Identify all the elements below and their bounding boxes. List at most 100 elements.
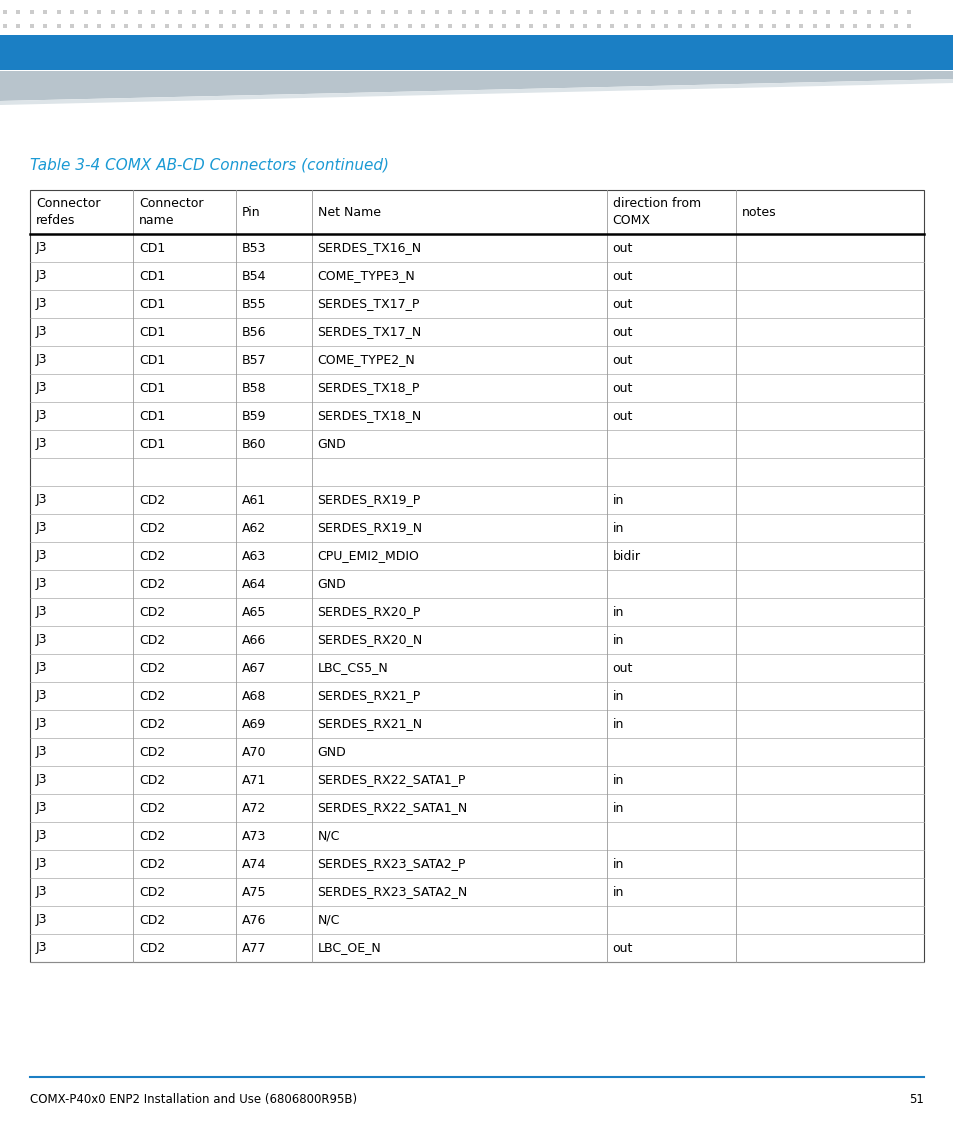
Text: LBC_OE_N: LBC_OE_N [317,941,381,955]
Text: LBC_CS5_N: LBC_CS5_N [317,662,388,674]
Text: A74: A74 [241,858,266,870]
Text: J3: J3 [36,325,48,339]
Text: J3: J3 [36,242,48,254]
Text: COME_TYPE2_N: COME_TYPE2_N [317,354,415,366]
Text: A67: A67 [241,662,266,674]
Text: A71: A71 [241,774,266,787]
Text: in: in [612,493,623,506]
Text: A64: A64 [241,577,266,591]
Text: CD1: CD1 [139,269,165,283]
Text: CD2: CD2 [139,941,165,955]
Text: J3: J3 [36,941,48,955]
Text: SERDES_TX17_N: SERDES_TX17_N [317,325,421,339]
Text: B55: B55 [241,298,266,310]
Text: B53: B53 [241,242,266,254]
Text: Pin: Pin [241,205,260,219]
Text: CD2: CD2 [139,633,165,647]
Text: Table 3-4 COMX AB-CD Connectors (continued): Table 3-4 COMX AB-CD Connectors (continu… [30,158,389,173]
Text: CD1: CD1 [139,437,165,450]
Text: Controls, LEDs, and Connectors: Controls, LEDs, and Connectors [524,42,919,62]
Text: in: in [612,774,623,787]
Text: J3: J3 [36,298,48,310]
Text: SERDES_RX21_P: SERDES_RX21_P [317,689,420,703]
Text: COME_TYPE3_N: COME_TYPE3_N [317,269,415,283]
Text: J3: J3 [36,633,48,647]
Text: SERDES_TX18_P: SERDES_TX18_P [317,381,419,395]
Polygon shape [0,71,953,101]
Text: Connector
name: Connector name [139,197,203,227]
Text: J3: J3 [36,521,48,535]
Text: in: in [612,858,623,870]
Text: CD1: CD1 [139,298,165,310]
Text: GND: GND [317,577,346,591]
Text: SERDES_RX19_N: SERDES_RX19_N [317,521,422,535]
Text: in: in [612,633,623,647]
Text: CD1: CD1 [139,325,165,339]
Text: CD2: CD2 [139,885,165,899]
Bar [0,35,953,70]
Text: SERDES_RX20_P: SERDES_RX20_P [317,606,420,618]
Text: SERDES_RX22_SATA1_N: SERDES_RX22_SATA1_N [317,802,467,814]
Text: J3: J3 [36,269,48,283]
Text: CD2: CD2 [139,577,165,591]
Text: SERDES_TX17_P: SERDES_TX17_P [317,298,419,310]
Text: CD2: CD2 [139,662,165,674]
Text: SERDES_TX16_N: SERDES_TX16_N [317,242,421,254]
Text: in: in [612,606,623,618]
Text: J3: J3 [36,493,48,506]
Text: out: out [612,941,633,955]
Text: 51: 51 [908,1093,923,1106]
Text: Connector
refdes: Connector refdes [36,197,100,227]
Bar [30,190,923,962]
Text: direction from
COMX: direction from COMX [612,197,700,227]
Text: A76: A76 [241,914,266,926]
Text: out: out [612,325,633,339]
Text: in: in [612,521,623,535]
Text: out: out [612,354,633,366]
Text: J3: J3 [36,606,48,618]
Text: CD2: CD2 [139,550,165,562]
Text: A77: A77 [241,941,266,955]
Text: SERDES_RX23_SATA2_P: SERDES_RX23_SATA2_P [317,858,465,870]
Text: Net Name: Net Name [317,205,380,219]
Text: CD2: CD2 [139,914,165,926]
Text: COMX-P40x0 ENP2 Installation and Use (6806800R95B): COMX-P40x0 ENP2 Installation and Use (68… [30,1093,356,1106]
Text: out: out [612,662,633,674]
Text: B54: B54 [241,269,266,283]
Text: notes: notes [741,205,776,219]
Text: out: out [612,381,633,395]
Text: J3: J3 [36,885,48,899]
Text: J3: J3 [36,774,48,787]
Text: A62: A62 [241,521,266,535]
Text: A75: A75 [241,885,266,899]
Text: CD2: CD2 [139,745,165,758]
Text: SERDES_RX21_N: SERDES_RX21_N [317,718,422,731]
Text: J3: J3 [36,577,48,591]
Text: SERDES_RX20_N: SERDES_RX20_N [317,633,422,647]
Text: A66: A66 [241,633,266,647]
Text: SERDES_RX23_SATA2_N: SERDES_RX23_SATA2_N [317,885,467,899]
Text: B59: B59 [241,410,266,423]
Text: CD2: CD2 [139,689,165,703]
Text: A65: A65 [241,606,266,618]
Text: J3: J3 [36,802,48,814]
Text: J3: J3 [36,689,48,703]
Text: in: in [612,689,623,703]
Text: N/C: N/C [317,829,339,843]
Text: B60: B60 [241,437,266,450]
Text: CD1: CD1 [139,242,165,254]
Text: A68: A68 [241,689,266,703]
Text: CD1: CD1 [139,410,165,423]
Text: J3: J3 [36,858,48,870]
Text: J3: J3 [36,354,48,366]
Text: CD2: CD2 [139,802,165,814]
Text: CD2: CD2 [139,718,165,731]
Text: GND: GND [317,437,346,450]
Text: B58: B58 [241,381,266,395]
Text: bidir: bidir [612,550,640,562]
Text: CD2: CD2 [139,774,165,787]
Text: J3: J3 [36,745,48,758]
Text: GND: GND [317,745,346,758]
Text: J3: J3 [36,718,48,731]
Text: CD2: CD2 [139,493,165,506]
